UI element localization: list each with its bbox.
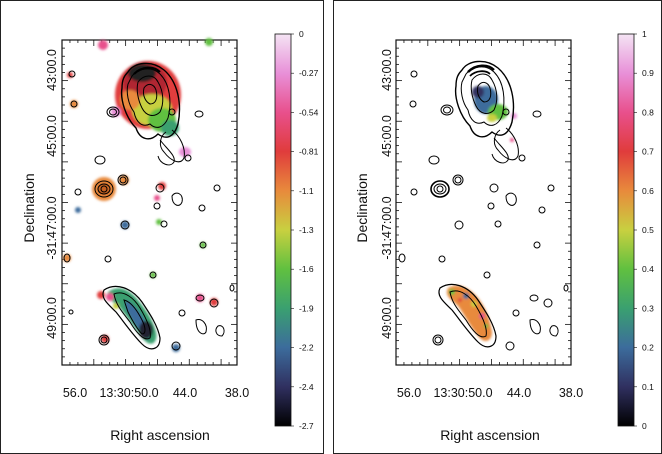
right-ra-label-0: 56.0 — [397, 386, 421, 400]
right-colorbar-label: 0.9 — [642, 68, 654, 78]
right-colorbar-label: 0.6 — [642, 186, 654, 196]
right-colorbar-label: 0.8 — [642, 107, 654, 117]
right-plot-ticks — [396, 40, 571, 365]
right-colorbar-label: 0.7 — [642, 147, 654, 157]
left-x-axis-title: Right ascension — [110, 427, 210, 443]
right-dec-label-2: -31:47:00.0 — [380, 196, 394, 259]
left-ra-label-2: 44.0 — [173, 386, 197, 400]
left-colorbar-labels: 0 -0.27 -0.54 -0.81 -1.1 -1.3 -1.6 -1.9 -2.2 -2.4… — [291, 29, 319, 431]
right-colorbar-label: 0.4 — [642, 264, 654, 274]
right-panel: 43:00.0 45:00.0 -31:47:00.0 49:00.0 Decl… — [354, 29, 654, 443]
right-colorbar-label: 1 — [642, 29, 647, 39]
left-panel: 43:00.0 45:00.0 -31:47:00.0 49:00.0 Decl… — [21, 29, 319, 443]
right-x-axis-title: Right ascension — [440, 427, 540, 443]
right-contours — [398, 60, 569, 351]
right-colorbar-labels: 1 0.9 0.8 0.7 0.6 0.5 0.4 0.3 0.2 0.1 0 — [634, 29, 654, 431]
left-colorbar-label: -1.3 — [299, 225, 314, 235]
right-colorbar-label: 0 — [642, 421, 647, 431]
left-dec-label-3: 49:00.0 — [45, 297, 59, 339]
left-dec-label-1: 45:00.0 — [45, 115, 59, 157]
right-ra-label-2: 44.0 — [507, 386, 531, 400]
left-y-axis-title: Declination — [21, 173, 37, 242]
right-ra-label-3: 38.0 — [559, 386, 583, 400]
left-ra-label-3: 38.0 — [225, 386, 249, 400]
right-dec-label-3: 49:00.0 — [380, 297, 394, 339]
right-colorbar-label: 0.5 — [642, 225, 654, 235]
right-ra-label-1: 13:30:50.0 — [433, 386, 492, 400]
right-y-axis-title: Declination — [354, 173, 370, 242]
left-dec-label-2: -31:47:00.0 — [45, 196, 59, 259]
left-plot-ticks — [62, 40, 237, 365]
right-dec-label-0: 43:00.0 — [380, 49, 394, 91]
left-colorbar-label: 0 — [299, 29, 304, 39]
left-emission-colormap — [63, 38, 218, 352]
right-colorbar-label: 0.1 — [642, 382, 654, 392]
right-colorbar-label: 0.2 — [642, 343, 654, 353]
left-contours — [63, 62, 235, 351]
right-dec-label-1: 45:00.0 — [380, 115, 394, 157]
left-colorbar-label: -2.7 — [299, 421, 314, 431]
left-ra-label-0: 56.0 — [63, 386, 87, 400]
left-dec-label-0: 43:00.0 — [45, 49, 59, 91]
left-ra-label-1: 13:30:50.0 — [99, 386, 158, 400]
left-colorbar-label: -2.4 — [299, 382, 314, 392]
left-colorbar-label: -0.81 — [299, 147, 319, 157]
left-colorbar-label: -0.54 — [299, 107, 319, 117]
left-ra-tick-labels: 56.0 13:30:50.0 44.0 38.0 — [63, 386, 249, 400]
left-colorbar-label: -2.2 — [299, 343, 314, 353]
left-dec-tick-labels: 43:00.0 45:00.0 -31:47:00.0 49:00.0 — [45, 49, 59, 339]
left-colorbar-label: -1.6 — [299, 264, 314, 274]
left-colorbar — [274, 33, 292, 427]
right-colorbar — [617, 33, 635, 427]
left-colorbar-label: -1.1 — [299, 186, 314, 196]
right-colorbar-label: 0.3 — [642, 303, 654, 313]
left-colorbar-label: -1.9 — [299, 303, 314, 313]
right-ra-tick-labels: 56.0 13:30:50.0 44.0 38.0 — [397, 386, 583, 400]
left-colorbar-label: -0.27 — [299, 68, 319, 78]
right-dec-tick-labels: 43:00.0 45:00.0 -31:47:00.0 49:00.0 — [380, 49, 394, 339]
